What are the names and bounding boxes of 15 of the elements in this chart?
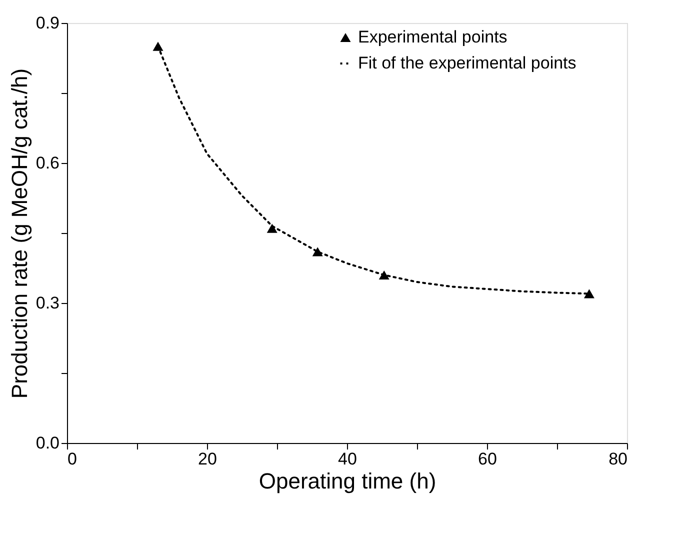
point [266,224,278,233]
x-tick-label: 60 [478,450,497,468]
x-tick-label: 0 [68,450,77,468]
y-tick-label: 0.3 [36,294,60,312]
y-tick-label: 0.0 [36,434,60,452]
x-tick-label: 20 [198,450,217,468]
x-tick-label: 80 [608,450,628,468]
y-axis-title: Production rate (g MeOH/g cat./h) [6,68,32,399]
x-axis-title: Operating time (h) [258,468,436,494]
legend-label: Fit of the experimental points [358,54,576,72]
point [584,289,594,298]
y-tick-label: 0.6 [36,154,60,172]
legend-label: Experimental points [358,28,508,46]
y-tick-label: 0.9 [36,14,60,32]
x-tick-label: 40 [338,450,357,468]
